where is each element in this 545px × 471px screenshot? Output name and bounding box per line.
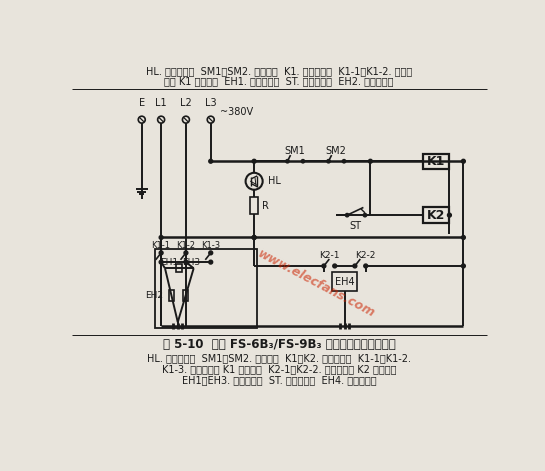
Text: EH4: EH4: [335, 277, 355, 287]
Bar: [176, 264, 183, 272]
Text: HL. 电源指示灯  SM1、SM2. 微动开关  K1、K2. 交流接触器  K1-1、K1-2.: HL. 电源指示灯 SM1、SM2. 微动开关 K1、K2. 交流接触器 K1-…: [147, 353, 411, 363]
Text: SM2: SM2: [326, 146, 347, 156]
Text: K1-3. 交流接触器 K1 常开触点  K2-1、K2-2. 交流接触器 K2 常开触点: K1-3. 交流接触器 K1 常开触点 K2-1、K2-2. 交流接触器 K2 …: [162, 364, 396, 374]
Text: EH2: EH2: [145, 291, 163, 300]
Text: HL: HL: [268, 176, 281, 186]
Circle shape: [462, 236, 465, 239]
Circle shape: [209, 159, 213, 163]
Text: K1-3: K1-3: [201, 242, 220, 251]
Circle shape: [322, 264, 326, 268]
Circle shape: [333, 264, 337, 268]
Circle shape: [368, 159, 372, 163]
Bar: [184, 290, 188, 300]
Circle shape: [252, 159, 256, 163]
Circle shape: [364, 264, 368, 268]
Text: K1-2: K1-2: [177, 242, 196, 251]
Bar: [423, 207, 450, 223]
Text: ST: ST: [349, 221, 361, 231]
Bar: [250, 197, 258, 214]
Text: EH1: EH1: [160, 258, 178, 267]
Text: EH1～EH3. 煮水发热器  ST. 保温温控器  EH4. 保温发热器: EH1～EH3. 煮水发热器 ST. 保温温控器 EH4. 保温发热器: [181, 375, 376, 385]
Text: EH3: EH3: [182, 258, 201, 267]
Circle shape: [462, 159, 465, 163]
Text: L1: L1: [155, 97, 167, 108]
Circle shape: [184, 251, 188, 255]
Circle shape: [159, 251, 163, 255]
Circle shape: [327, 160, 330, 163]
Circle shape: [184, 260, 188, 264]
Circle shape: [286, 160, 289, 163]
Circle shape: [159, 260, 163, 264]
Text: SM1: SM1: [285, 146, 306, 156]
Text: K2-2: K2-2: [355, 251, 376, 260]
Circle shape: [342, 160, 346, 163]
Circle shape: [209, 260, 213, 264]
Text: ~380V: ~380V: [220, 107, 253, 117]
Text: R: R: [262, 201, 269, 211]
Bar: [155, 249, 257, 327]
Text: K1-1: K1-1: [152, 242, 171, 251]
Text: K2-1: K2-1: [319, 251, 340, 260]
Circle shape: [301, 160, 305, 163]
Circle shape: [364, 213, 367, 217]
Text: E: E: [138, 97, 145, 108]
Bar: [169, 290, 174, 300]
Circle shape: [462, 264, 465, 268]
Text: 图 5-10  腾飞 FS-6B₃/FS-9B₃ 永腾式电开水器电路图: 图 5-10 腾飞 FS-6B₃/FS-9B₃ 永腾式电开水器电路图: [162, 338, 395, 351]
Bar: [332, 272, 357, 292]
Text: HL. 电源指示灯  SM1、SM2. 微动开关  K1. 交流接触器  K1-1、K1-2. 交流接: HL. 电源指示灯 SM1、SM2. 微动开关 K1. 交流接触器 K1-1、K…: [146, 66, 412, 76]
Text: K2: K2: [427, 209, 445, 222]
Circle shape: [252, 236, 256, 239]
Text: 触器 K1 常开触点  EH1. 煮水发热器  ST. 保温温控器  EH2. 保温发热器: 触器 K1 常开触点 EH1. 煮水发热器 ST. 保温温控器 EH2. 保温发…: [164, 77, 393, 87]
Text: K1: K1: [427, 155, 445, 168]
Circle shape: [353, 264, 357, 268]
Text: L2: L2: [180, 97, 192, 108]
Text: L3: L3: [205, 97, 216, 108]
Circle shape: [209, 251, 213, 255]
Circle shape: [447, 213, 451, 217]
Circle shape: [252, 236, 256, 239]
Circle shape: [159, 236, 163, 239]
Bar: [423, 154, 450, 169]
Circle shape: [346, 213, 349, 217]
Text: www.elecfans.com: www.elecfans.com: [255, 247, 377, 320]
